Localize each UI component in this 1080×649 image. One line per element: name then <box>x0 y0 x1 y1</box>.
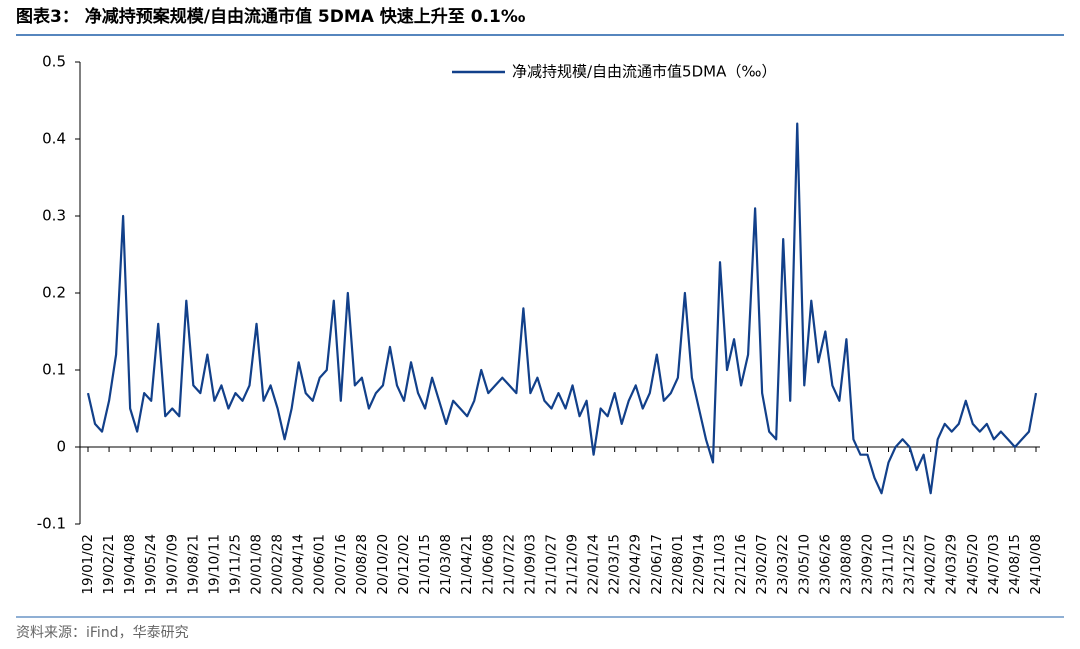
y-tick-label: 0.3 <box>42 207 66 225</box>
x-tick-label: 19/02/21 <box>101 534 117 595</box>
x-tick-label: 20/12/02 <box>396 534 412 595</box>
x-tick-label: 20/08/28 <box>354 534 370 595</box>
x-tick-label: 21/06/08 <box>480 534 496 595</box>
y-tick-label: 0.4 <box>42 130 66 148</box>
x-tick-label: 20/01/08 <box>249 534 265 595</box>
x-tick-label: 19/08/21 <box>185 534 201 595</box>
x-tick-label: 22/09/14 <box>691 534 707 595</box>
x-tick-label: 20/04/14 <box>291 534 307 595</box>
x-tick-label: 21/09/03 <box>522 534 538 595</box>
y-tick-label: 0 <box>56 438 66 456</box>
x-tick-label: 22/01/24 <box>586 534 602 595</box>
x-tick-label: 21/12/09 <box>565 534 581 595</box>
source: 资料来源：iFind，华泰研究 <box>16 625 189 641</box>
x-tick-label: 21/03/08 <box>438 534 454 595</box>
x-tick-label: 21/01/15 <box>417 534 433 595</box>
x-tick-label: 23/11/10 <box>881 534 897 595</box>
x-tick-label: 21/04/21 <box>459 534 475 595</box>
x-tick-label: 22/11/03 <box>712 534 728 595</box>
y-tick-label: 0.1 <box>42 361 66 379</box>
x-tick-label: 23/02/07 <box>754 534 770 595</box>
x-tick-label: 19/04/08 <box>122 534 138 595</box>
x-tick-label: 24/03/29 <box>944 534 960 595</box>
y-tick-label: 0.2 <box>42 284 66 302</box>
x-tick-label: 23/08/08 <box>838 534 854 595</box>
x-tick-label: 23/12/25 <box>902 534 918 595</box>
x-tick-label: 19/10/11 <box>206 534 222 595</box>
x-tick-label: 23/03/22 <box>775 534 791 595</box>
data-line <box>86 122 1038 495</box>
x-tick-label: 22/12/16 <box>733 534 749 595</box>
x-tick-label: 19/05/24 <box>143 534 159 595</box>
x-tick-label: 24/10/08 <box>1028 534 1044 595</box>
chart-title: 图表3： 净减持预案规模/自由流通市值 5DMA 快速上升至 0.1‰ <box>16 6 526 27</box>
x-tick-label: 23/06/26 <box>817 534 833 595</box>
x-tick-label: 20/07/16 <box>333 534 349 595</box>
x-tick-label: 22/06/17 <box>649 534 665 595</box>
x-tick-label: 24/05/20 <box>965 534 981 595</box>
x-tick-label: 20/06/01 <box>312 534 328 595</box>
y-tick-label: 0.5 <box>42 53 66 71</box>
x-tick-label: 23/09/20 <box>859 534 875 595</box>
x-tick-label: 22/04/29 <box>628 534 644 595</box>
x-tick-label: 20/10/20 <box>375 534 391 595</box>
x-tick-label: 23/05/10 <box>796 534 812 595</box>
x-tick-label: 21/10/27 <box>543 534 559 595</box>
x-tick-label: 21/07/22 <box>501 534 517 595</box>
y-tick-label: -0.1 <box>37 515 66 533</box>
x-tick-label: 24/08/15 <box>1007 534 1023 595</box>
x-tick-label: 22/08/01 <box>670 534 686 595</box>
legend-label: 净减持规模/自由流通市值5DMA（‰） <box>512 63 776 81</box>
x-tick-label: 24/02/07 <box>923 534 939 595</box>
x-tick-label: 22/03/15 <box>607 534 623 595</box>
x-tick-label: 19/07/09 <box>164 534 180 595</box>
x-tick-label: 19/01/02 <box>80 534 96 595</box>
x-tick-label: 20/02/28 <box>270 534 286 595</box>
x-tick-label: 24/07/03 <box>986 534 1002 595</box>
x-tick-label: 19/11/25 <box>227 534 243 595</box>
